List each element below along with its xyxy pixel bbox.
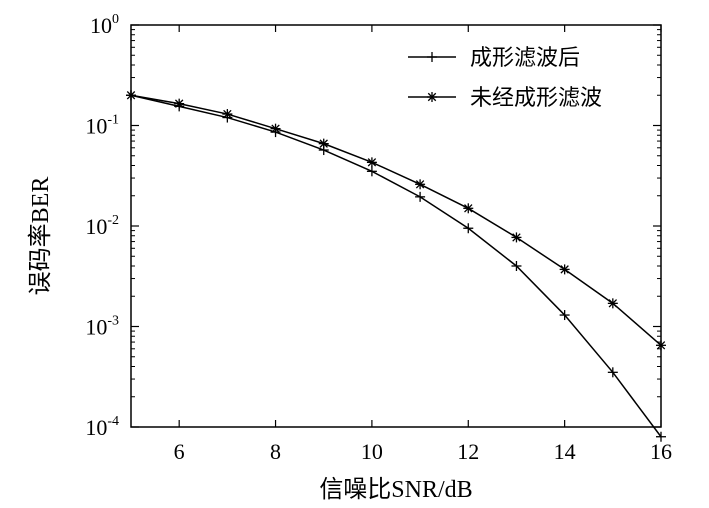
data-point — [270, 123, 281, 134]
marker-stroke — [464, 204, 473, 213]
x-tick-label: 14 — [554, 439, 576, 464]
legend: 成形滤波后 未经成形滤波 — [408, 46, 602, 111]
data-point — [366, 157, 377, 168]
data-point — [222, 109, 233, 120]
series-line-1 — [130, 94, 662, 346]
y-tick-label: 10-3 — [85, 314, 119, 340]
marker-stroke — [608, 299, 618, 308]
data-point — [415, 179, 426, 190]
marker-stroke — [560, 265, 569, 274]
data-point — [463, 203, 474, 214]
x-tick-labels: 6 8 10 12 14 16 — [174, 439, 672, 464]
data-point — [656, 340, 666, 351]
x-tick-label: 12 — [457, 439, 479, 464]
data-point — [656, 431, 666, 442]
legend-entry-1: 未经成形滤波 — [408, 86, 602, 111]
marker-stroke — [174, 99, 184, 108]
marker-stroke — [126, 91, 136, 100]
marker-stroke — [367, 158, 377, 167]
legend-label-1: 未经成形滤波 — [470, 86, 602, 111]
data-point — [607, 367, 618, 378]
marker-stroke — [415, 180, 425, 189]
x-axis-label: 信噪比SNR/dB — [319, 476, 472, 503]
marker-stroke — [319, 139, 328, 148]
data-point — [607, 298, 618, 309]
y-tick-label: 10-4 — [85, 414, 119, 440]
y-axis-label: 误码率BER — [27, 177, 54, 296]
data-point — [174, 98, 185, 109]
y-tick-label: 100 — [90, 12, 119, 38]
marker-stroke — [427, 92, 437, 102]
data-point — [559, 264, 570, 275]
marker-stroke — [512, 233, 521, 242]
legend-entry-0: 成形滤波后 — [408, 46, 580, 71]
axis-ticks — [131, 24, 662, 428]
marker-stroke — [223, 109, 232, 119]
data-point — [126, 90, 136, 101]
data-point — [511, 260, 522, 271]
data-point — [415, 191, 426, 202]
x-tick-label: 16 — [650, 439, 672, 464]
legend-marker-1 — [427, 92, 437, 102]
legend-marker-glyph — [427, 52, 437, 62]
data-point — [366, 166, 377, 177]
x-tick-label: 10 — [361, 439, 383, 464]
x-tick-label: 6 — [174, 439, 185, 464]
y-tick-label: 10-2 — [85, 213, 119, 239]
y-tick-labels: 10-4 10-3 10-2 10-1 100 — [85, 12, 119, 440]
legend-label-0: 成形滤波后 — [470, 46, 580, 71]
x-tick-label: 8 — [270, 439, 281, 464]
marker-stroke — [271, 124, 280, 133]
data-point — [318, 138, 329, 149]
marker-stroke — [656, 341, 666, 350]
data-point — [559, 310, 570, 321]
data-point — [463, 223, 474, 234]
series-layer — [126, 90, 666, 442]
y-tick-label: 10-1 — [85, 113, 119, 139]
legend-marker-0 — [427, 52, 437, 62]
legend-marker-glyph — [427, 92, 437, 102]
data-point — [511, 232, 522, 243]
series-line-0 — [130, 94, 662, 438]
